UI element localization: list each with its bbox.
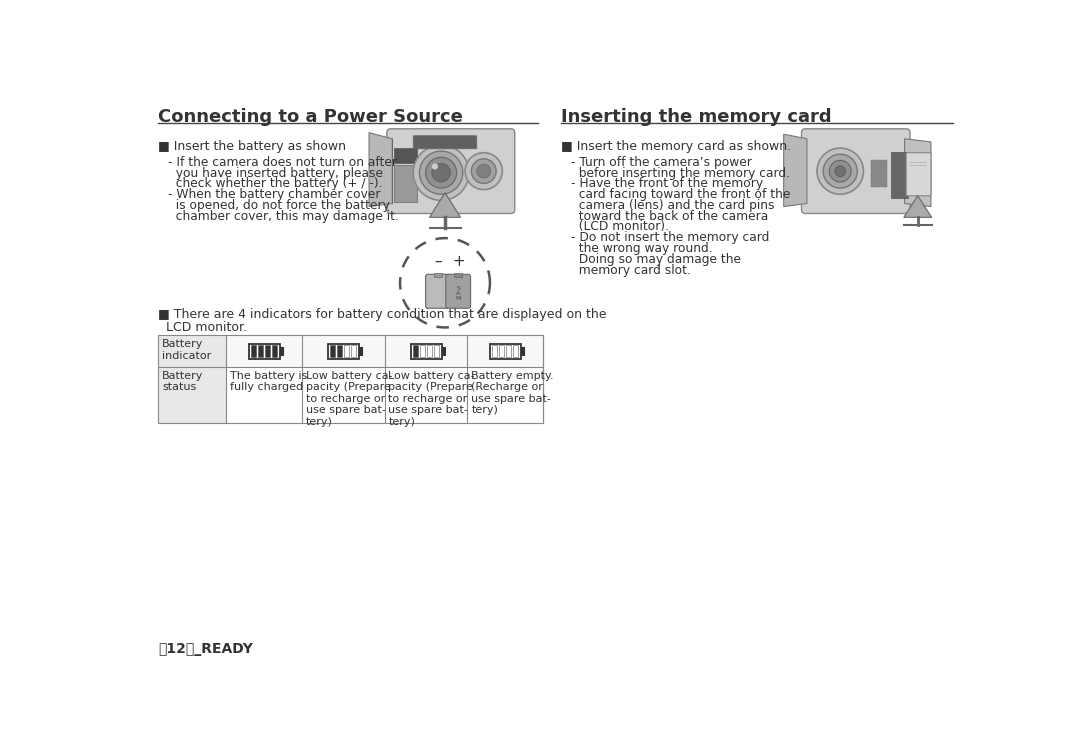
Text: the wrong way round.: the wrong way round.: [570, 242, 712, 255]
FancyBboxPatch shape: [387, 129, 515, 213]
Bar: [513, 345, 518, 357]
Text: ■ There are 4 indicators for battery condition that are displayed on the: ■ There are 4 indicators for battery con…: [159, 308, 607, 322]
Text: ■ Insert the battery as shown: ■ Insert the battery as shown: [159, 140, 347, 154]
Circle shape: [414, 145, 469, 201]
Bar: [159, 335, 542, 423]
Text: Battery empty.
(Recharge or
use spare bat-
tery): Battery empty. (Recharge or use spare ba…: [471, 371, 554, 416]
Text: Low battery ca-
pacity (Prepare
to recharge or
use spare bat-
tery): Low battery ca- pacity (Prepare to recha…: [306, 371, 392, 427]
Bar: [499, 345, 504, 357]
Bar: [434, 273, 442, 277]
Bar: [891, 152, 907, 198]
FancyBboxPatch shape: [426, 275, 450, 308]
Circle shape: [465, 153, 502, 189]
Text: - If the camera does not turn on after: - If the camera does not turn on after: [167, 156, 396, 169]
Bar: [491, 345, 497, 357]
Bar: [329, 345, 335, 357]
Bar: [251, 345, 256, 357]
Bar: [351, 345, 356, 357]
Text: Battery
status: Battery status: [162, 371, 203, 392]
Text: –: –: [434, 254, 442, 269]
Text: Low battery ca-
pacity (Prepare
to recharge or
use spare bat-
tery): Low battery ca- pacity (Prepare to recha…: [389, 371, 475, 427]
Text: +: +: [453, 254, 465, 269]
Circle shape: [823, 154, 858, 188]
Text: card facing toward the front of the: card facing toward the front of the: [570, 188, 789, 201]
Bar: [280, 348, 283, 355]
Text: camera (lens) and the card pins: camera (lens) and the card pins: [570, 199, 774, 212]
Text: chamber cover, this may damage it.: chamber cover, this may damage it.: [167, 210, 399, 222]
Bar: [427, 345, 432, 357]
Polygon shape: [904, 195, 932, 217]
Text: ■ Insert the memory card as shown.: ■ Insert the memory card as shown.: [562, 140, 792, 154]
Bar: [455, 273, 462, 277]
Bar: [327, 344, 359, 359]
Text: S: S: [456, 286, 460, 292]
Bar: [410, 344, 442, 359]
Text: 〈12〉_READY: 〈12〉_READY: [159, 642, 253, 656]
Circle shape: [426, 157, 457, 188]
Text: - Turn off the camera’s power: - Turn off the camera’s power: [570, 156, 752, 169]
Text: check whether the battery (+ / -).: check whether the battery (+ / -).: [167, 178, 382, 190]
Bar: [872, 160, 887, 186]
FancyBboxPatch shape: [414, 136, 476, 148]
Text: (LCD monitor).: (LCD monitor).: [570, 220, 669, 233]
Text: - Do not insert the memory card: - Do not insert the memory card: [570, 231, 769, 244]
Polygon shape: [784, 134, 807, 207]
Circle shape: [835, 166, 846, 177]
Bar: [227, 335, 542, 368]
Text: - When the battery chamber cover: - When the battery chamber cover: [167, 188, 380, 201]
Bar: [489, 344, 521, 359]
Text: Battery
indicator: Battery indicator: [162, 339, 212, 360]
Bar: [420, 345, 426, 357]
Polygon shape: [430, 192, 460, 217]
Bar: [505, 345, 511, 357]
Text: A: A: [456, 291, 460, 296]
Circle shape: [476, 164, 490, 178]
Circle shape: [829, 160, 851, 182]
Bar: [434, 345, 440, 357]
FancyBboxPatch shape: [446, 275, 471, 308]
Bar: [359, 348, 362, 355]
Bar: [343, 345, 349, 357]
Text: you have inserted battery, please: you have inserted battery, please: [167, 166, 382, 180]
Text: The battery is
fully charged: The battery is fully charged: [230, 371, 308, 392]
Bar: [159, 335, 227, 423]
Polygon shape: [369, 133, 392, 207]
Polygon shape: [905, 139, 931, 207]
Bar: [337, 345, 342, 357]
Text: Connecting to a Power Source: Connecting to a Power Source: [159, 108, 463, 126]
Text: LCD monitor.: LCD monitor.: [159, 321, 247, 333]
Text: - Have the front of the memory: - Have the front of the memory: [570, 178, 762, 190]
Text: Inserting the memory card: Inserting the memory card: [562, 108, 832, 126]
FancyBboxPatch shape: [801, 129, 910, 213]
Bar: [521, 348, 524, 355]
Text: before inserting the memory card.: before inserting the memory card.: [570, 166, 789, 180]
Circle shape: [816, 148, 864, 194]
Circle shape: [419, 151, 463, 194]
Bar: [272, 345, 278, 357]
Circle shape: [432, 163, 438, 169]
Text: is opened, do not force the battery: is opened, do not force the battery: [167, 199, 390, 212]
Circle shape: [432, 163, 450, 182]
Bar: [248, 344, 280, 359]
Bar: [258, 345, 264, 357]
Bar: [394, 165, 417, 202]
Text: toward the back of the camera: toward the back of the camera: [570, 210, 768, 222]
Bar: [442, 348, 445, 355]
FancyBboxPatch shape: [906, 153, 931, 195]
Text: M: M: [456, 295, 461, 301]
Bar: [394, 148, 417, 163]
Bar: [265, 345, 270, 357]
Text: Doing so may damage the: Doing so may damage the: [570, 253, 741, 266]
Circle shape: [471, 159, 496, 184]
Bar: [413, 345, 418, 357]
Text: memory card slot.: memory card slot.: [570, 263, 690, 277]
